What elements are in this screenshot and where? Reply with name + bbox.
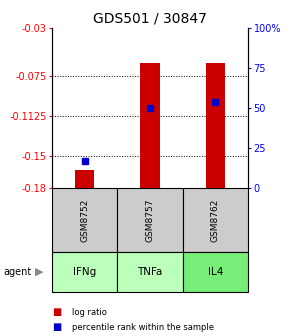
Text: agent: agent <box>3 267 31 277</box>
Title: GDS501 / 30847: GDS501 / 30847 <box>93 11 207 26</box>
Text: ▶: ▶ <box>35 267 43 277</box>
Bar <box>206 63 225 188</box>
Bar <box>52 252 117 292</box>
Bar <box>183 252 248 292</box>
Bar <box>183 188 248 252</box>
Bar <box>140 63 160 188</box>
Bar <box>117 188 183 252</box>
Text: IL4: IL4 <box>208 267 223 277</box>
Text: percentile rank within the sample: percentile rank within the sample <box>72 323 214 332</box>
Text: log ratio: log ratio <box>72 308 107 317</box>
Text: IFNg: IFNg <box>73 267 96 277</box>
Text: GSM8752: GSM8752 <box>80 198 89 242</box>
Text: GSM8757: GSM8757 <box>146 198 155 242</box>
Text: GSM8762: GSM8762 <box>211 198 220 242</box>
Bar <box>52 188 117 252</box>
Text: ■: ■ <box>52 307 61 317</box>
Bar <box>75 170 95 188</box>
Text: TNFa: TNFa <box>137 267 163 277</box>
Text: ■: ■ <box>52 322 61 332</box>
Bar <box>117 252 183 292</box>
